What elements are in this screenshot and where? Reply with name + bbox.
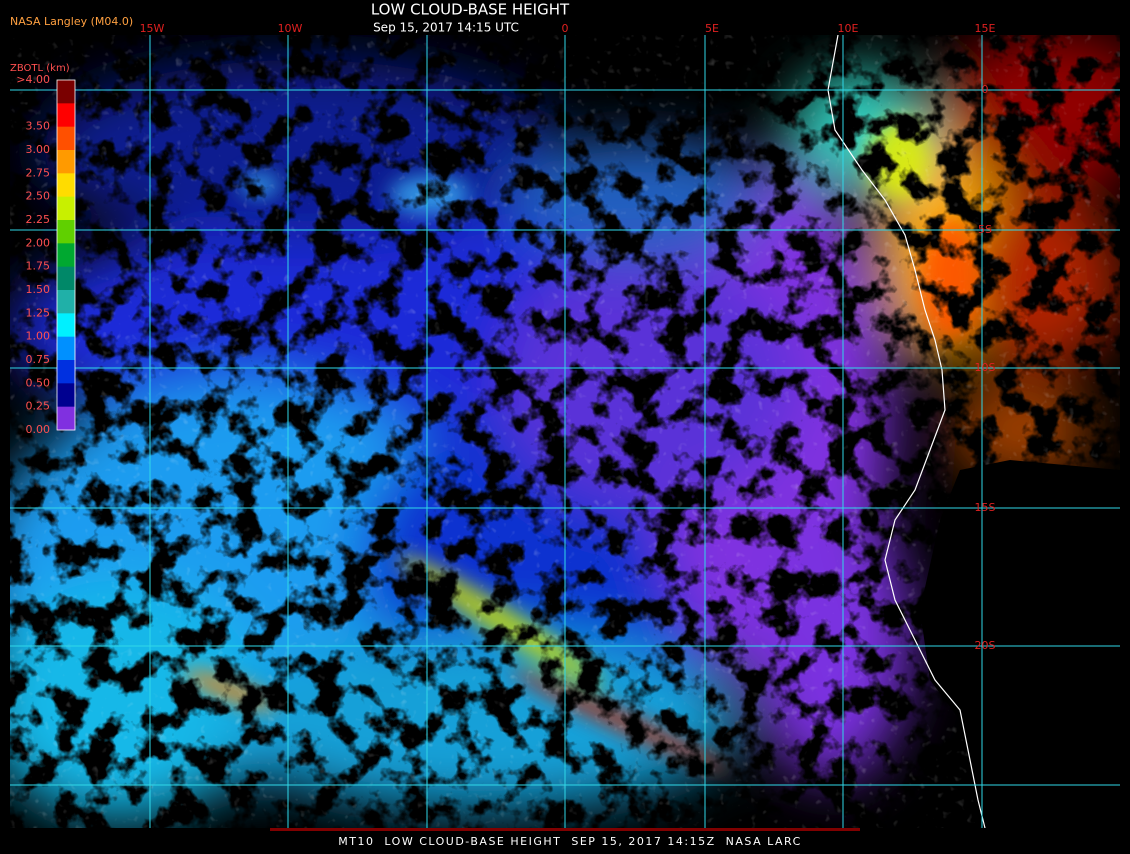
legend-title: ZBOTL (km) (10, 63, 70, 74)
longitude-label: 0 (562, 22, 569, 35)
legend-label: 0.25 (26, 400, 51, 413)
legend-label: 1.25 (26, 306, 51, 319)
legend-label: 2.75 (26, 166, 51, 179)
legend-label: 2.25 (26, 213, 51, 226)
legend-swatch (57, 406, 75, 431)
legend-label: 3.50 (26, 120, 51, 133)
legend-label: >4.00 (16, 73, 50, 86)
legend-swatch (57, 313, 75, 338)
legend-label: 0.50 (26, 376, 51, 389)
legend-swatch (57, 360, 75, 384)
color-legend: >4.00 3.50 3.00 2.75 2.50 2.25 2.00 1.75 1.50 1.2… (16, 73, 76, 436)
map-title: LOW CLOUD-BASE HEIGHT (371, 1, 570, 19)
latitude-label: 10S (975, 361, 996, 374)
source-label: NASA Langley (M04.0) (10, 15, 133, 28)
legend-swatch (57, 383, 75, 408)
legend-swatch (57, 196, 75, 221)
legend-swatch (57, 290, 75, 314)
legend-swatch (57, 220, 75, 244)
latitude-label: 15S (975, 501, 996, 514)
legend-swatch (57, 243, 75, 268)
legend-swatch (57, 126, 75, 151)
legend-frame (56, 79, 76, 431)
longitude-label: 10W (278, 22, 303, 35)
latitude-label: 20S (975, 639, 996, 652)
longitude-label: 15W (140, 22, 165, 35)
legend-swatch (57, 150, 75, 174)
legend-swatch (57, 266, 75, 291)
legend-label: 2.00 (26, 236, 51, 249)
latitude-label: 0 (982, 83, 989, 96)
longitude-label: 15E (975, 22, 996, 35)
legend-label: 2.50 (26, 190, 51, 203)
legend-label: 1.75 (26, 260, 51, 273)
timestamp: Sep 15, 2017 14:15 UTC (373, 21, 519, 35)
longitude-label: 5E (705, 22, 719, 35)
legend-swatch (57, 80, 75, 104)
longitude-label: 10E (838, 22, 859, 35)
footer-caption: MT10 LOW CLOUD-BASE HEIGHT SEP 15, 2017 … (338, 835, 802, 848)
latitude-label: 5S (978, 223, 992, 236)
legend-swatch (57, 336, 75, 361)
footer-rule (270, 828, 860, 831)
legend-label: 1.50 (26, 283, 51, 296)
legend-label: 0.75 (26, 353, 51, 366)
legend-label: 3.00 (26, 143, 51, 156)
graticule: 15W 10W 0 5E 10E 15E 0 5S 10S 15S 20S (10, 22, 1120, 828)
legend-swatch (57, 103, 75, 128)
legend-label: 0.00 (26, 423, 51, 436)
legend-label: 1.00 (26, 330, 51, 343)
legend-swatch (57, 173, 75, 198)
